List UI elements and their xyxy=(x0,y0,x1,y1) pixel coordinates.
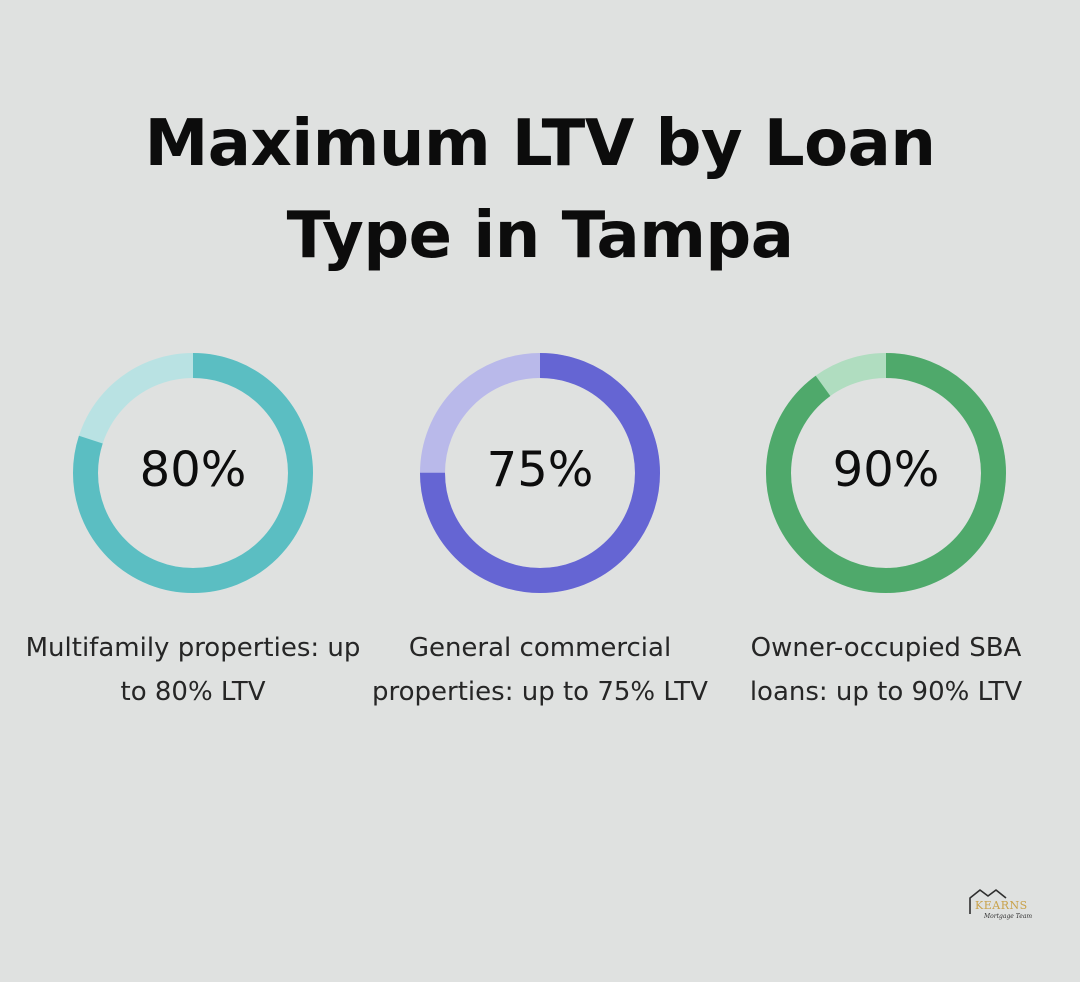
logo-tagline-text: Mortgage Team xyxy=(983,913,1032,920)
donut-svg-sba xyxy=(766,353,1006,593)
house-icon: KEARNS Mortgage Team xyxy=(969,889,1032,920)
donut-svg-commercial xyxy=(420,353,660,593)
donut-svg-multifamily xyxy=(73,353,313,593)
description-sba: Owner-occupied SBA loans: up to 90% LTV xyxy=(749,633,1023,707)
title-line-1: Maximum LTV by Loan xyxy=(144,107,936,181)
donut-value-arc-commercial xyxy=(420,353,660,593)
donut-chart-sba xyxy=(763,350,1009,596)
description-commercial: General commercial properties: up to 75%… xyxy=(372,633,708,707)
chart-title: Maximum LTV by Loan Type in Tampa xyxy=(0,98,1080,282)
value-label-commercial: 75% xyxy=(486,442,594,498)
logo-brand-text: KEARNS xyxy=(975,899,1028,912)
donut-value-arc-sba xyxy=(766,353,1006,593)
value-label-multifamily: 80% xyxy=(139,442,247,498)
value-label-sba: 90% xyxy=(832,442,940,498)
donut-value-arc-multifamily xyxy=(73,353,313,593)
donut-chart-commercial xyxy=(417,350,663,596)
donut-chart-multifamily xyxy=(70,350,316,596)
title-line-2: Type in Tampa xyxy=(286,199,794,273)
description-multifamily: Multifamily properties: up to 80% LTV xyxy=(25,633,361,707)
brand-logo: KEARNS Mortgage Team xyxy=(966,884,1038,920)
